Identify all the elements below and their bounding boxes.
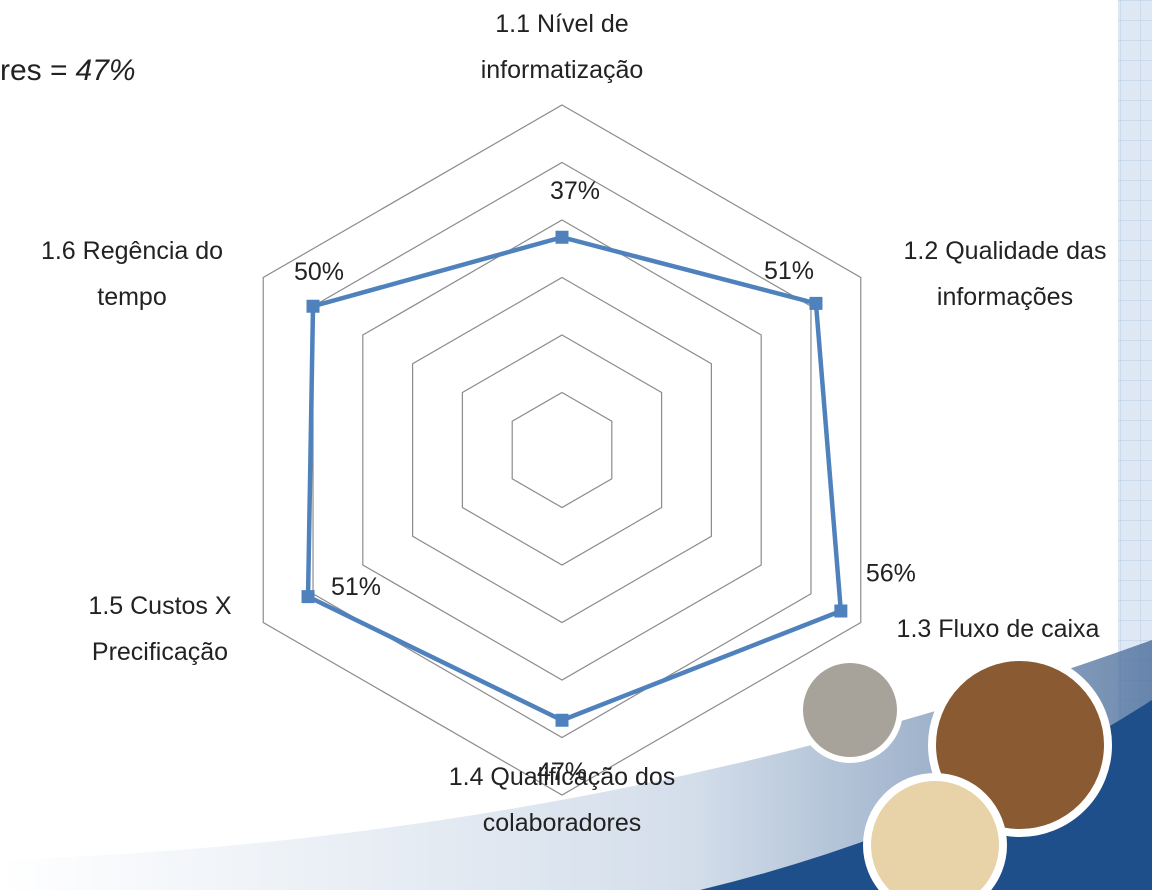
marker [809, 297, 822, 310]
category-label: 1.6 Regência do tempo [41, 237, 223, 311]
annotation-value: 47% [76, 54, 136, 87]
category-line: Precificação [92, 638, 228, 666]
category-line: colaboradores [483, 809, 641, 837]
category-label: 1.1 Nível de informatização [481, 10, 644, 84]
value-label: 56% [866, 560, 916, 588]
grid-ring [363, 220, 761, 680]
category-line: 1.3 Fluxo de caixa [897, 615, 1100, 643]
category-label: 1.2 Qualidade das informações [904, 237, 1107, 311]
grid-ring [462, 335, 661, 565]
photo [867, 777, 1003, 890]
marker [556, 231, 569, 244]
marker [834, 605, 847, 618]
category-line: 1.5 Custos X [88, 592, 231, 620]
category-line: tempo [97, 283, 166, 311]
marker [556, 714, 569, 727]
marker [307, 300, 320, 313]
category-label: 1.3 Fluxo de caixa [897, 615, 1100, 643]
category-label: 1.5 Custos X Precificação [88, 592, 231, 666]
value-label: 51% [764, 257, 814, 285]
category-line: 1.1 Nível de [495, 10, 628, 38]
value-label: 51% [331, 573, 381, 601]
value-label: 37% [550, 177, 600, 205]
category-line: 1.6 Regência do [41, 237, 223, 265]
category-line: informatização [481, 56, 644, 84]
slide: res =47% 1.1 Nível deinformatização1.2 Q… [0, 0, 1152, 890]
annotation-text: res = [0, 54, 68, 87]
page: res =47% 1.1 Nível deinformatização1.2 Q… [0, 0, 1152, 890]
grid-ring [263, 105, 861, 795]
grid-ring [512, 393, 612, 508]
annotation: res =47% [0, 54, 136, 87]
marker [302, 590, 315, 603]
value-label: 47% [537, 758, 587, 786]
category-line: 1.2 Qualidade das [904, 237, 1107, 265]
category-line: informações [937, 283, 1073, 311]
photo [800, 660, 900, 760]
value-label: 50% [294, 258, 344, 286]
grid-ring [413, 278, 712, 623]
